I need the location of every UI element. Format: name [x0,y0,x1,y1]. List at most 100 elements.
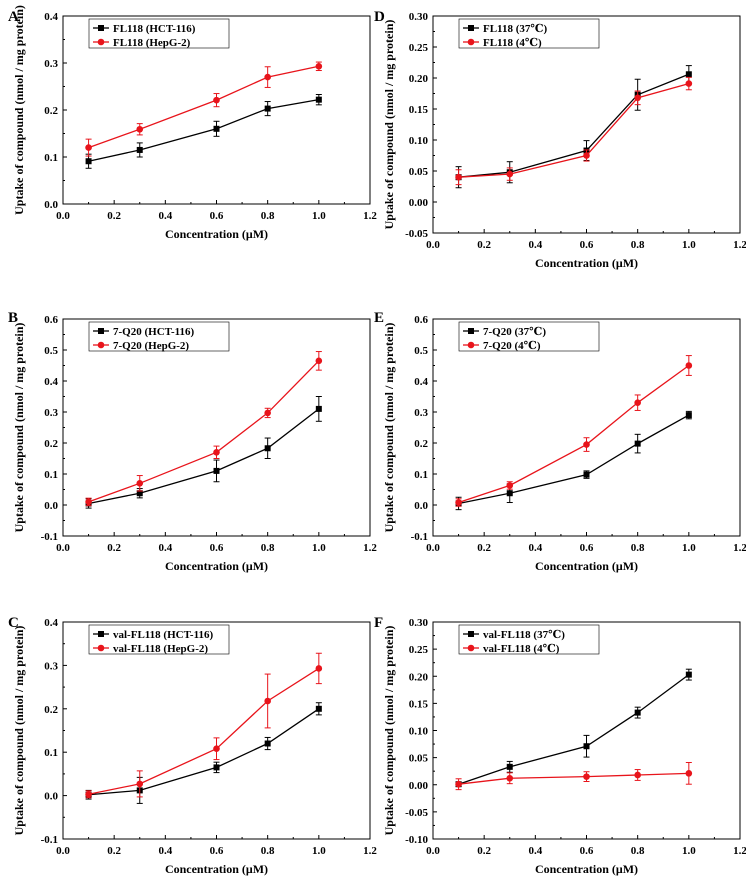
legend: 7-Q20 (HCT-116) 7-Q20 (HepG-2) [88,321,230,352]
series-1 [455,76,693,186]
x-tick-label: 0.8 [631,239,645,251]
data-point-square [634,709,641,716]
y-axis-title: Uptake of compound (nmol / mg protein) [382,323,396,533]
data-point-square [315,705,322,712]
data-point-circle [85,144,92,151]
y-axis-title: Uptake of compound (nmol / mg protein) [12,323,26,533]
series-line [88,99,319,162]
y-tick-label: 0.30 [409,617,429,629]
data-point-circle [264,73,271,81]
y-tick-label: 0.2 [44,704,58,716]
data-point-circle [213,449,220,456]
y-tick-label: 0.10 [409,726,429,738]
y-tick-label: 0.3 [44,660,58,672]
data-point-square [685,671,692,678]
y-tick-label: 0.20 [409,671,429,683]
plot-frame [62,318,371,537]
data-point-circle [264,697,271,705]
data-point-square [583,743,590,750]
y-tick-label: 0.20 [409,73,429,85]
x-tick-label: 0.4 [528,542,542,554]
panel-letter: E [374,310,384,326]
data-point-circle [455,173,462,181]
x-tick-label: 0.4 [528,239,542,251]
series-0 [455,668,692,788]
data-point-square [213,125,220,132]
y-tick-label: 0.3 [44,407,58,419]
data-point-circle [213,96,220,104]
y-tick-label: 0.3 [414,407,428,419]
y-tick-label: 0.25 [409,42,429,54]
y-tick-label: 0.2 [44,105,58,117]
legend-box [88,624,230,655]
series-0 [85,93,322,169]
data-point-circle [136,780,144,788]
x-tick-label: 1.0 [312,210,326,222]
x-tick-label: 0.2 [477,845,491,857]
y-tick-label: 0.4 [44,11,58,23]
legend-swatch-marker [468,631,474,637]
data-point-circle [136,480,144,487]
x-tick-label: 0.8 [261,845,275,857]
legend-box [458,18,600,49]
panel-letter: B [8,310,18,326]
legend-label: 7-Q20 (HCT-116) [113,326,195,338]
data-point-square [136,146,143,153]
legend-swatch-marker [98,25,104,31]
legend-label: FL118 (HCT-116) [113,23,196,35]
data-point-square [213,467,220,474]
legend-swatch-marker [467,644,475,652]
y-tick-label: 0.6 [414,314,428,326]
y-tick-label: -0.1 [41,531,58,543]
data-point-circle [506,170,514,178]
x-tick-label: 0.0 [56,210,70,222]
y-tick-label: 0.1 [44,152,58,164]
x-tick-label: 0.4 [158,845,172,857]
legend-swatch-marker [97,644,105,652]
y-tick-label: 0.1 [44,747,58,759]
legend: FL118 (HCT-116) FL118 (HepG-2) [88,18,230,49]
series-1 [85,61,323,157]
series-1 [455,355,693,507]
x-tick-label: 0.4 [528,845,542,857]
x-axis-title: Concentration (μM) [165,559,268,573]
legend-label: 7-Q20 (HepG-2) [113,340,189,352]
legend-label: val-FL118 (4℃) [483,643,560,655]
series-line [458,772,689,785]
data-point-square [85,158,92,165]
x-tick-label: 1.2 [733,542,746,554]
legend: val-FL118 (HCT-116) val-FL118 (HepG-2) [88,624,230,655]
data-point-circle [315,62,323,70]
legend: FL118 (37℃) FL118 (4℃) [458,18,600,49]
y-axis-title: Uptake of compound (nmol / mg protein) [382,626,396,836]
y-tick-label: 0.5 [44,345,58,357]
data-point-circle [506,774,514,782]
series-line [458,674,690,785]
legend: 7-Q20 (37℃) 7-Q20 (4℃) [458,321,600,352]
x-tick-label: 0.2 [107,542,121,554]
x-tick-label: 1.0 [312,845,326,857]
series-0 [455,410,692,511]
data-point-square [685,412,692,419]
y-tick-label: 0.5 [414,345,428,357]
legend-label: val-FL118 (HCT-116) [113,629,213,641]
x-tick-label: 1.2 [363,542,377,554]
chart-panel-e: E0.0 0.2 0.4 0.6 0.8 1.0 1.2-0.10.00.10.20.30.… [374,310,746,573]
legend-label: FL118 (4℃) [483,37,542,49]
legend-box [458,624,600,655]
data-point-circle [136,125,144,133]
data-point-circle [506,482,514,489]
data-point-circle [583,152,590,159]
x-axis-title: Concentration (μM) [535,862,638,876]
data-point-square [264,105,271,112]
data-point-circle [583,773,590,780]
data-point-square [136,490,143,497]
data-point-square [315,96,322,103]
series-line [88,65,319,149]
x-tick-label: 0.6 [580,542,594,554]
x-tick-label: 0.0 [56,845,70,857]
data-point-square [213,764,220,771]
x-tick-label: 0.0 [426,239,440,251]
